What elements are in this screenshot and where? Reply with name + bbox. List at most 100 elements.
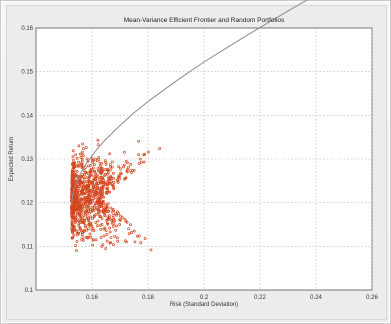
- portfolio-point: [99, 200, 102, 204]
- portfolio-point: [85, 157, 89, 161]
- portfolio-point: [118, 223, 121, 226]
- portfolio-point: [88, 189, 91, 193]
- portfolio-point: [70, 183, 74, 186]
- portfolio-point: [89, 215, 93, 219]
- portfolio-point: [78, 182, 82, 186]
- portfolio-point: [70, 212, 74, 216]
- portfolio-point: [80, 197, 84, 201]
- portfolio-point: [112, 171, 115, 175]
- portfolio-point: [108, 152, 112, 156]
- portfolio-point: [91, 186, 95, 190]
- portfolio-point: [96, 202, 100, 206]
- portfolio-point: [129, 163, 133, 166]
- portfolio-point: [78, 152, 82, 156]
- portfolio-point: [78, 214, 82, 218]
- portfolio-point: [113, 234, 117, 238]
- portfolio-point: [75, 211, 79, 215]
- portfolio-point: [127, 165, 130, 169]
- portfolio-point: [88, 223, 91, 226]
- portfolio-point: [84, 225, 87, 229]
- y-tick-label-2: 0.12: [21, 201, 33, 207]
- portfolio-point: [127, 232, 131, 236]
- portfolio-point: [78, 180, 81, 183]
- portfolio-point: [108, 226, 111, 230]
- portfolio-point: [85, 228, 88, 232]
- portfolio-point: [73, 202, 77, 206]
- portfolio-point: [87, 227, 90, 231]
- portfolio-point: [79, 205, 83, 209]
- portfolio-point: [146, 150, 150, 154]
- portfolio-point: [72, 219, 76, 223]
- portfolio-point: [137, 139, 141, 143]
- portfolio-point: [101, 243, 105, 247]
- portfolio-point: [97, 158, 101, 161]
- x-tick-label-0: 0.16: [86, 295, 98, 301]
- portfolio-point: [110, 180, 113, 184]
- portfolio-point: [82, 176, 86, 180]
- portfolio-point: [80, 187, 84, 191]
- portfolio-point: [77, 187, 81, 190]
- portfolio-point: [104, 203, 108, 207]
- portfolio-point: [98, 191, 102, 195]
- portfolio-point: [97, 186, 101, 190]
- portfolio-point: [70, 236, 74, 240]
- portfolio-point: [82, 221, 86, 224]
- portfolio-point: [117, 165, 121, 169]
- portfolio-point: [78, 211, 82, 215]
- portfolio-point: [107, 209, 111, 213]
- portfolio-point: [142, 160, 146, 164]
- portfolio-point: [87, 218, 91, 222]
- portfolio-point: [138, 157, 142, 161]
- portfolio-point: [110, 165, 114, 169]
- portfolio-point: [103, 172, 107, 176]
- x-tick-label-1: 0.18: [142, 295, 154, 301]
- portfolio-point: [94, 187, 98, 190]
- portfolio-point: [93, 169, 97, 173]
- portfolio-point: [91, 217, 94, 221]
- portfolio-point: [84, 209, 88, 213]
- portfolio-point: [99, 175, 103, 179]
- portfolio-point: [111, 243, 115, 247]
- portfolio-point: [85, 180, 89, 184]
- portfolio-point: [107, 181, 111, 185]
- portfolio-point: [85, 189, 89, 193]
- portfolio-point: [87, 185, 91, 189]
- portfolio-point: [77, 206, 80, 210]
- portfolio-point: [104, 162, 108, 166]
- portfolio-point: [129, 223, 132, 227]
- portfolio-point: [83, 212, 87, 216]
- portfolio-point: [71, 166, 75, 170]
- portfolio-point: [108, 190, 112, 194]
- portfolio-point: [139, 160, 143, 164]
- portfolio-point: [125, 240, 128, 244]
- portfolio-point: [119, 167, 122, 171]
- portfolio-point: [81, 236, 85, 240]
- portfolio-point: [158, 147, 162, 150]
- portfolio-point: [136, 234, 139, 238]
- portfolio-point: [92, 229, 96, 232]
- chart-title: Mean-Variance Efficient Frontier and Ran…: [124, 17, 285, 24]
- y-tick-label-0: 0.1: [25, 288, 34, 294]
- portfolio-point: [103, 210, 107, 213]
- portfolio-point: [106, 190, 110, 194]
- portfolio-point: [82, 169, 86, 172]
- portfolio-point: [92, 215, 96, 219]
- random-portfolios: [70, 138, 162, 252]
- y-axis-label: Expected Return: [9, 137, 15, 182]
- portfolio-point: [74, 189, 78, 193]
- portfolio-point: [86, 171, 90, 175]
- portfolio-point: [94, 190, 97, 194]
- portfolio-point: [89, 169, 93, 172]
- portfolio-point: [91, 238, 95, 242]
- portfolio-point: [83, 189, 87, 193]
- portfolio-point: [71, 178, 75, 182]
- portfolio-point: [100, 217, 104, 221]
- portfolio-point: [106, 186, 109, 190]
- portfolio-point: [111, 225, 115, 228]
- portfolio-point: [96, 219, 100, 223]
- portfolio-point: [71, 216, 75, 219]
- y-tick-label-6: 0.16: [21, 26, 33, 32]
- y-tick-label-1: 0.11: [22, 244, 34, 250]
- portfolio-point: [80, 150, 84, 154]
- portfolio-point: [75, 249, 78, 252]
